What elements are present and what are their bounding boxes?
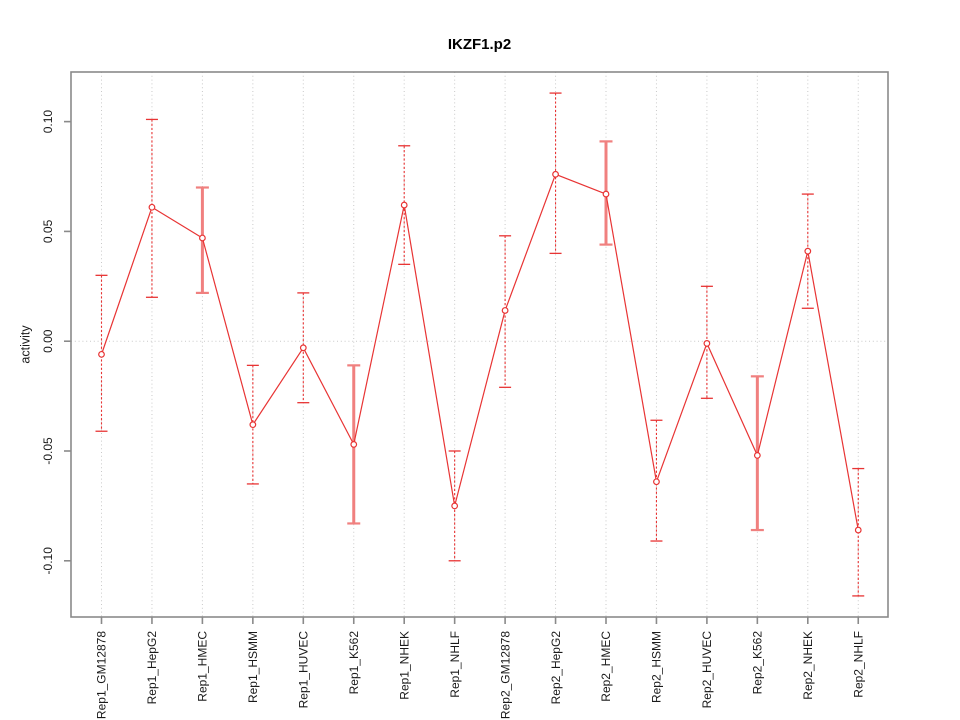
category-label: Rep1_NHLF	[448, 631, 462, 698]
data-point	[653, 478, 660, 486]
data-point	[148, 203, 156, 211]
category-label: Rep2_HepG2	[549, 631, 563, 705]
data-point	[98, 350, 105, 358]
category-label: Rep2_HMEC	[599, 631, 613, 702]
data-point	[602, 190, 610, 198]
y-tick-label: -0.05	[41, 437, 55, 465]
data-point	[804, 247, 812, 255]
data-point	[451, 502, 459, 510]
chart-title: IKZF1.p2	[448, 36, 511, 53]
y-tick-label: 0.05	[41, 219, 55, 243]
y-tick-label: 0.00	[41, 329, 55, 353]
data-point	[552, 170, 559, 178]
category-label: Rep1_HSMM	[246, 631, 260, 703]
category-label: Rep2_NHLF	[851, 631, 865, 698]
data-point	[249, 421, 257, 429]
data-point	[703, 340, 711, 347]
category-label: Rep2_K562	[751, 631, 765, 695]
series-line	[100, 173, 859, 531]
data-point	[400, 201, 408, 209]
data-point	[198, 234, 206, 242]
category-label: Rep2_HUVEC	[700, 631, 714, 709]
y-tick-label: 0.10	[41, 110, 55, 134]
plot-box	[70, 71, 889, 618]
category-label: Rep1_HMEC	[196, 631, 210, 702]
category-label: Rep2_GM12878	[498, 631, 512, 719]
data-point	[299, 344, 307, 352]
data-point	[350, 441, 358, 448]
category-label: Rep1_HUVEC	[297, 631, 311, 709]
category-label: Rep1_HepG2	[145, 631, 159, 705]
category-label: Rep1_K562	[347, 631, 361, 695]
y-tick-label: -0.10	[41, 547, 55, 575]
data-point	[501, 307, 509, 314]
data-point	[854, 526, 862, 534]
category-label: Rep1_NHEK	[397, 631, 411, 700]
category-label: Rep2_NHEK	[801, 631, 815, 700]
y-axis-title: activity	[18, 325, 32, 364]
category-label: Rep2_HSMM	[650, 631, 664, 703]
data-point	[753, 451, 761, 459]
category-label: Rep1_GM12878	[95, 631, 109, 719]
